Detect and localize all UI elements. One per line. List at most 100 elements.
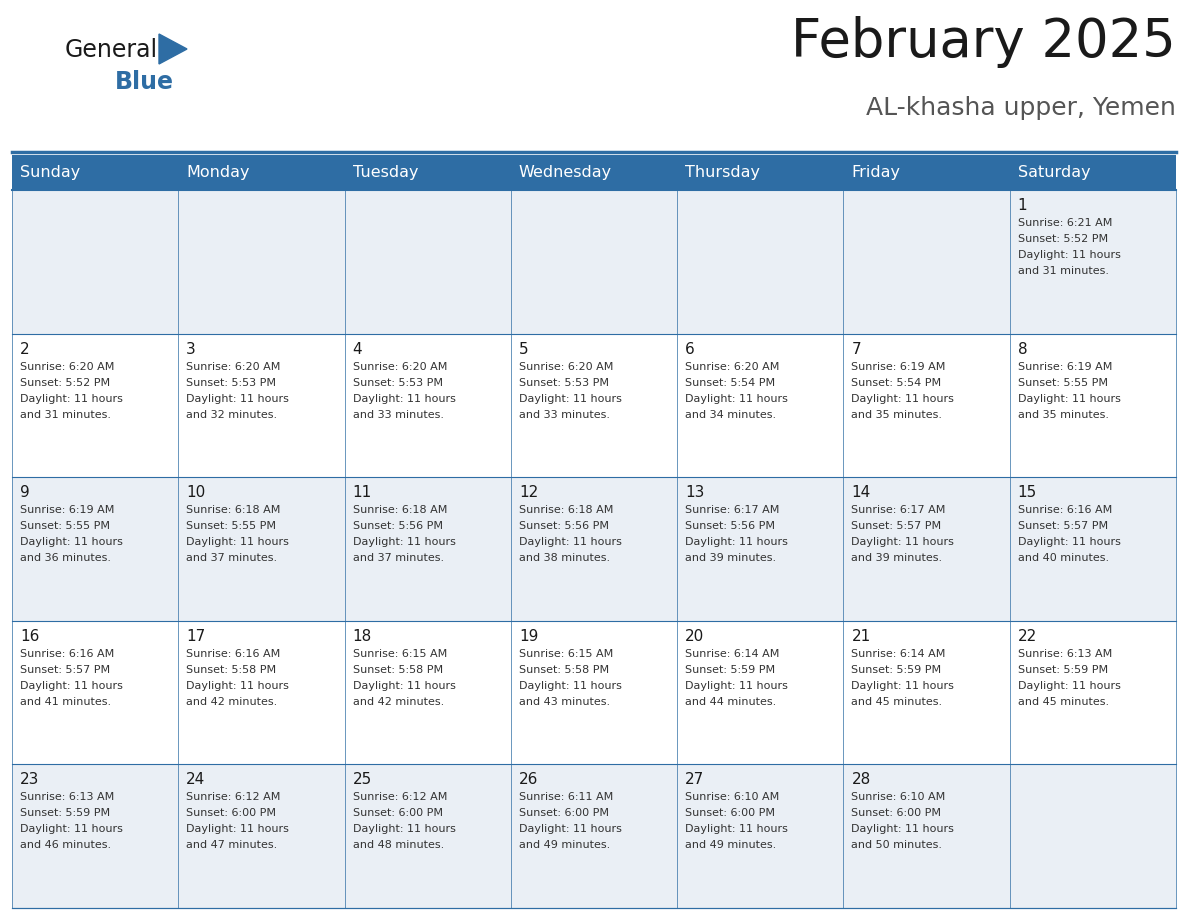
Text: Daylight: 11 hours: Daylight: 11 hours	[852, 537, 954, 547]
Text: Daylight: 11 hours: Daylight: 11 hours	[685, 681, 788, 691]
Text: Daylight: 11 hours: Daylight: 11 hours	[187, 681, 289, 691]
Text: 15: 15	[1018, 486, 1037, 500]
Text: Sunrise: 6:20 AM: Sunrise: 6:20 AM	[353, 362, 447, 372]
Text: Friday: Friday	[852, 165, 901, 180]
Text: and 43 minutes.: and 43 minutes.	[519, 697, 609, 707]
Text: Saturday: Saturday	[1018, 165, 1091, 180]
Text: Daylight: 11 hours: Daylight: 11 hours	[852, 681, 954, 691]
Bar	[1010, 765, 1176, 908]
Bar	[843, 621, 1010, 765]
Bar	[677, 333, 843, 477]
Text: Sunrise: 6:20 AM: Sunrise: 6:20 AM	[685, 362, 779, 372]
Text: Sunset: 5:58 PM: Sunset: 5:58 PM	[519, 665, 609, 675]
Text: Sunset: 5:55 PM: Sunset: 5:55 PM	[187, 521, 277, 532]
Text: Sunrise: 6:20 AM: Sunrise: 6:20 AM	[187, 362, 280, 372]
Bar	[345, 765, 511, 908]
Text: 12: 12	[519, 486, 538, 500]
Text: Sunrise: 6:18 AM: Sunrise: 6:18 AM	[519, 505, 613, 515]
Text: Sunrise: 6:14 AM: Sunrise: 6:14 AM	[685, 649, 779, 659]
Text: and 35 minutes.: and 35 minutes.	[1018, 409, 1108, 420]
Text: and 45 minutes.: and 45 minutes.	[1018, 697, 1108, 707]
Text: 27: 27	[685, 772, 704, 788]
Text: Wednesday: Wednesday	[519, 165, 612, 180]
Text: Sunset: 6:00 PM: Sunset: 6:00 PM	[685, 809, 775, 819]
Text: Sunset: 5:56 PM: Sunset: 5:56 PM	[519, 521, 609, 532]
Text: Sunrise: 6:19 AM: Sunrise: 6:19 AM	[20, 505, 114, 515]
Text: 8: 8	[1018, 341, 1028, 356]
Text: 25: 25	[353, 772, 372, 788]
Text: 28: 28	[852, 772, 871, 788]
Text: Daylight: 11 hours: Daylight: 11 hours	[353, 824, 455, 834]
Bar	[511, 333, 677, 477]
Text: 1: 1	[1018, 198, 1028, 213]
Text: Daylight: 11 hours: Daylight: 11 hours	[519, 681, 621, 691]
Text: 6: 6	[685, 341, 695, 356]
Text: 26: 26	[519, 772, 538, 788]
Text: and 33 minutes.: and 33 minutes.	[353, 409, 443, 420]
Text: General: General	[65, 38, 158, 62]
Bar	[511, 765, 677, 908]
Text: Sunset: 5:53 PM: Sunset: 5:53 PM	[187, 377, 277, 387]
Bar	[12, 477, 178, 621]
Text: 19: 19	[519, 629, 538, 644]
Text: Sunrise: 6:18 AM: Sunrise: 6:18 AM	[353, 505, 447, 515]
Text: Blue: Blue	[115, 70, 173, 94]
Text: and 41 minutes.: and 41 minutes.	[20, 697, 112, 707]
Text: 14: 14	[852, 486, 871, 500]
Bar	[843, 190, 1010, 333]
Text: and 35 minutes.: and 35 minutes.	[852, 409, 942, 420]
Text: Sunrise: 6:13 AM: Sunrise: 6:13 AM	[1018, 649, 1112, 659]
Text: Sunset: 5:55 PM: Sunset: 5:55 PM	[1018, 377, 1107, 387]
Bar	[12, 190, 178, 333]
Text: Sunset: 5:53 PM: Sunset: 5:53 PM	[519, 377, 609, 387]
Text: Sunset: 5:56 PM: Sunset: 5:56 PM	[685, 521, 775, 532]
Text: 2: 2	[20, 341, 30, 356]
Text: Daylight: 11 hours: Daylight: 11 hours	[353, 681, 455, 691]
Text: and 38 minutes.: and 38 minutes.	[519, 554, 609, 564]
Text: Daylight: 11 hours: Daylight: 11 hours	[20, 394, 122, 404]
Text: 7: 7	[852, 341, 861, 356]
Text: 17: 17	[187, 629, 206, 644]
Text: and 33 minutes.: and 33 minutes.	[519, 409, 609, 420]
Bar	[345, 621, 511, 765]
Text: Sunrise: 6:18 AM: Sunrise: 6:18 AM	[187, 505, 280, 515]
Text: Daylight: 11 hours: Daylight: 11 hours	[685, 824, 788, 834]
Text: Sunset: 6:00 PM: Sunset: 6:00 PM	[187, 809, 277, 819]
Text: Sunset: 5:57 PM: Sunset: 5:57 PM	[1018, 521, 1108, 532]
Text: and 37 minutes.: and 37 minutes.	[353, 554, 443, 564]
Bar	[677, 190, 843, 333]
Text: Daylight: 11 hours: Daylight: 11 hours	[852, 394, 954, 404]
Text: Sunrise: 6:20 AM: Sunrise: 6:20 AM	[519, 362, 613, 372]
Text: Sunrise: 6:14 AM: Sunrise: 6:14 AM	[852, 649, 946, 659]
Text: Sunrise: 6:10 AM: Sunrise: 6:10 AM	[685, 792, 779, 802]
Text: and 50 minutes.: and 50 minutes.	[852, 840, 942, 850]
Text: Daylight: 11 hours: Daylight: 11 hours	[353, 537, 455, 547]
Text: and 40 minutes.: and 40 minutes.	[1018, 554, 1108, 564]
Text: Monday: Monday	[187, 165, 249, 180]
Text: Sunset: 5:54 PM: Sunset: 5:54 PM	[852, 377, 942, 387]
Text: 9: 9	[20, 486, 30, 500]
Text: Sunset: 5:57 PM: Sunset: 5:57 PM	[20, 665, 110, 675]
Text: and 42 minutes.: and 42 minutes.	[353, 697, 444, 707]
Text: and 49 minutes.: and 49 minutes.	[519, 840, 611, 850]
Bar	[1010, 621, 1176, 765]
Text: and 37 minutes.: and 37 minutes.	[187, 554, 278, 564]
Bar	[511, 477, 677, 621]
Bar	[511, 621, 677, 765]
Text: 10: 10	[187, 486, 206, 500]
Text: and 32 minutes.: and 32 minutes.	[187, 409, 278, 420]
Text: and 45 minutes.: and 45 minutes.	[852, 697, 942, 707]
Text: Sunrise: 6:11 AM: Sunrise: 6:11 AM	[519, 792, 613, 802]
Text: and 47 minutes.: and 47 minutes.	[187, 840, 278, 850]
Text: Sunrise: 6:12 AM: Sunrise: 6:12 AM	[353, 792, 447, 802]
Text: Sunset: 5:59 PM: Sunset: 5:59 PM	[852, 665, 942, 675]
Bar	[843, 333, 1010, 477]
Text: Daylight: 11 hours: Daylight: 11 hours	[20, 681, 122, 691]
Text: Daylight: 11 hours: Daylight: 11 hours	[187, 537, 289, 547]
Text: Sunset: 5:59 PM: Sunset: 5:59 PM	[685, 665, 776, 675]
Bar	[12, 155, 1176, 190]
Bar	[1010, 333, 1176, 477]
Text: Sunset: 5:52 PM: Sunset: 5:52 PM	[20, 377, 110, 387]
Bar	[677, 621, 843, 765]
Text: Daylight: 11 hours: Daylight: 11 hours	[685, 394, 788, 404]
